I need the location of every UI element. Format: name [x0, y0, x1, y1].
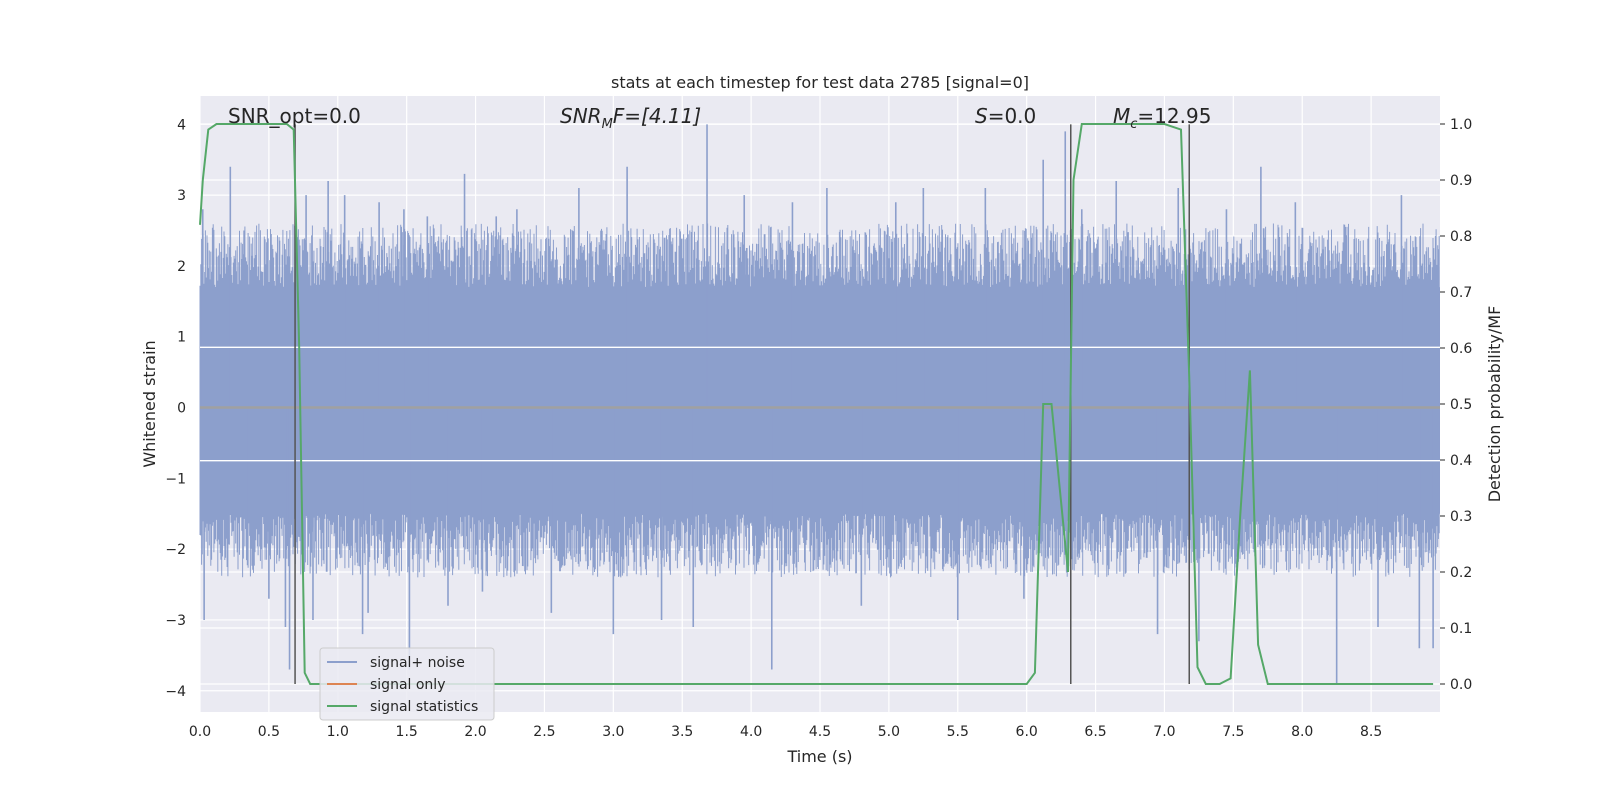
y-tick-label-left: 2 [177, 259, 186, 275]
x-tick-label: 5.5 [947, 724, 969, 740]
snr-mf-base: SNR [560, 104, 602, 128]
y-tick-label-right: 0.3 [1450, 509, 1472, 525]
x-tick-label: 8.0 [1291, 724, 1313, 740]
snr-mf-sub: M [602, 117, 613, 132]
y-tick-label-left: −1 [165, 471, 186, 487]
legend-box [319, 647, 495, 721]
x-tick-label: 8.5 [1360, 724, 1382, 740]
x-axis-label: Time (s) [786, 747, 852, 766]
x-tick-label: 3.0 [602, 724, 624, 740]
x-tick-label: 3.5 [671, 724, 693, 740]
x-tick-label: 0.5 [258, 724, 280, 740]
y-tick-label-right: 0.9 [1450, 173, 1472, 189]
y-tick-label-left: 3 [177, 188, 186, 204]
y-tick-label-right: 0.2 [1450, 565, 1472, 581]
annotation-mc: Mc=12.95 [1113, 104, 1211, 132]
y-tick-label-left: 0 [177, 401, 186, 417]
x-tick-label: 0.0 [189, 724, 211, 740]
x-tick-label: 7.5 [1222, 724, 1244, 740]
legend-label-signal-only: signal only [370, 677, 445, 693]
y-axis-label-right: Detection probability/MF [1485, 306, 1504, 503]
x-tick-label: 5.0 [878, 724, 900, 740]
annotation-snr-opt: SNR_opt=0.0 [228, 104, 361, 128]
annotation-snr-mf: SNRMF=[4.11] [560, 104, 701, 132]
y-tick-label-right: 0.5 [1450, 397, 1472, 413]
y-tick-label-left: 4 [177, 117, 186, 133]
y-tick-label-right: 0.4 [1450, 453, 1472, 469]
s-symbol: S [975, 104, 988, 128]
mc-symbol: M [1113, 104, 1130, 128]
snr-mf-rest: F=[4.11] [613, 104, 701, 128]
y-tick-label-right: 0.1 [1450, 621, 1472, 637]
annotation-s: S=0.0 [975, 104, 1036, 128]
y-axis-label-left: Whitened strain [140, 340, 159, 467]
ticks: 0.0 0.5 1.0 1.5 2.0 2.5 3.0 3.5 4.0 4.5 5.0 5.5 6.0 6… [165, 117, 1472, 740]
x-tick-label: 7.0 [1153, 724, 1175, 740]
y-tick-label-right: 1.0 [1450, 117, 1472, 133]
x-tick-label: 4.5 [809, 724, 831, 740]
noise-fringe [199, 223, 1440, 578]
x-tick-label: 2.5 [533, 724, 555, 740]
x-tick-label: 6.5 [1084, 724, 1106, 740]
y-tick-label-right: 0.0 [1450, 677, 1472, 693]
y-tick-label-right: 0.8 [1450, 229, 1472, 245]
statistics-line [199, 123, 1434, 685]
mc-sub: c [1130, 117, 1137, 132]
y-tick-label-right: 0.6 [1450, 341, 1472, 357]
y-tick-label-right: 0.7 [1450, 285, 1472, 301]
y-tick-label-left: −4 [165, 684, 186, 700]
mc-value: =12.95 [1137, 104, 1211, 128]
chart-title: stats at each timestep for test data 278… [611, 73, 1029, 92]
y-tick-label-left: −3 [165, 613, 186, 629]
noise-series [199, 124, 1440, 684]
y-tick-label-left: 1 [177, 330, 186, 346]
x-tick-label: 4.0 [740, 724, 762, 740]
y-tick-label-left: −2 [165, 542, 186, 558]
x-tick-label: 1.0 [327, 724, 349, 740]
legend: signal+ noise signal only signal statist… [319, 647, 495, 721]
s-value: =0.0 [988, 104, 1037, 128]
statistics-series [199, 123, 1434, 685]
x-tick-label: 6.0 [1016, 724, 1038, 740]
legend-label-noise: signal+ noise [370, 655, 465, 671]
x-tick-label: 2.0 [464, 724, 486, 740]
x-tick-label: 1.5 [396, 724, 418, 740]
legend-label-statistics: signal statistics [370, 699, 478, 715]
